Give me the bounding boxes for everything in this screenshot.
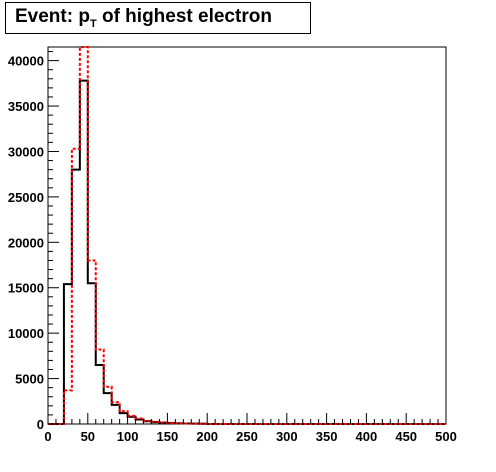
title-subscript: T	[89, 18, 97, 30]
y-tick-label: 25000	[8, 190, 44, 205]
x-tick-label: 400	[356, 429, 378, 444]
title-prefix: Event: p	[15, 6, 90, 27]
x-tick-label: 50	[81, 429, 95, 444]
y-tick-label: 5000	[15, 372, 44, 387]
y-tick-label: 15000	[8, 281, 44, 296]
histogram-series-2-dashed	[48, 46, 446, 425]
y-tick-label: 35000	[8, 99, 44, 114]
histogram-series-1-solid	[48, 79, 446, 425]
x-tick-label: 300	[276, 429, 298, 444]
x-tick-label: 100	[117, 429, 139, 444]
y-tick-label: 40000	[8, 54, 44, 69]
chart-title: Event: pT of highest electron	[5, 2, 311, 34]
x-tick-label: 200	[196, 429, 218, 444]
y-tick-label: 20000	[8, 235, 44, 250]
plot-frame	[47, 46, 447, 425]
x-tick-label: 350	[316, 429, 338, 444]
x-tick-label: 150	[157, 429, 179, 444]
x-tick-label: 450	[395, 429, 417, 444]
y-tick-label: 0	[37, 417, 44, 432]
x-tick-label: 250	[236, 429, 258, 444]
title-suffix: of highest electron	[96, 6, 272, 27]
x-tick-label: 0	[44, 429, 51, 444]
y-tick-label: 10000	[8, 326, 44, 341]
x-tick-label: 500	[435, 429, 457, 444]
y-tick-label: 30000	[8, 144, 44, 159]
